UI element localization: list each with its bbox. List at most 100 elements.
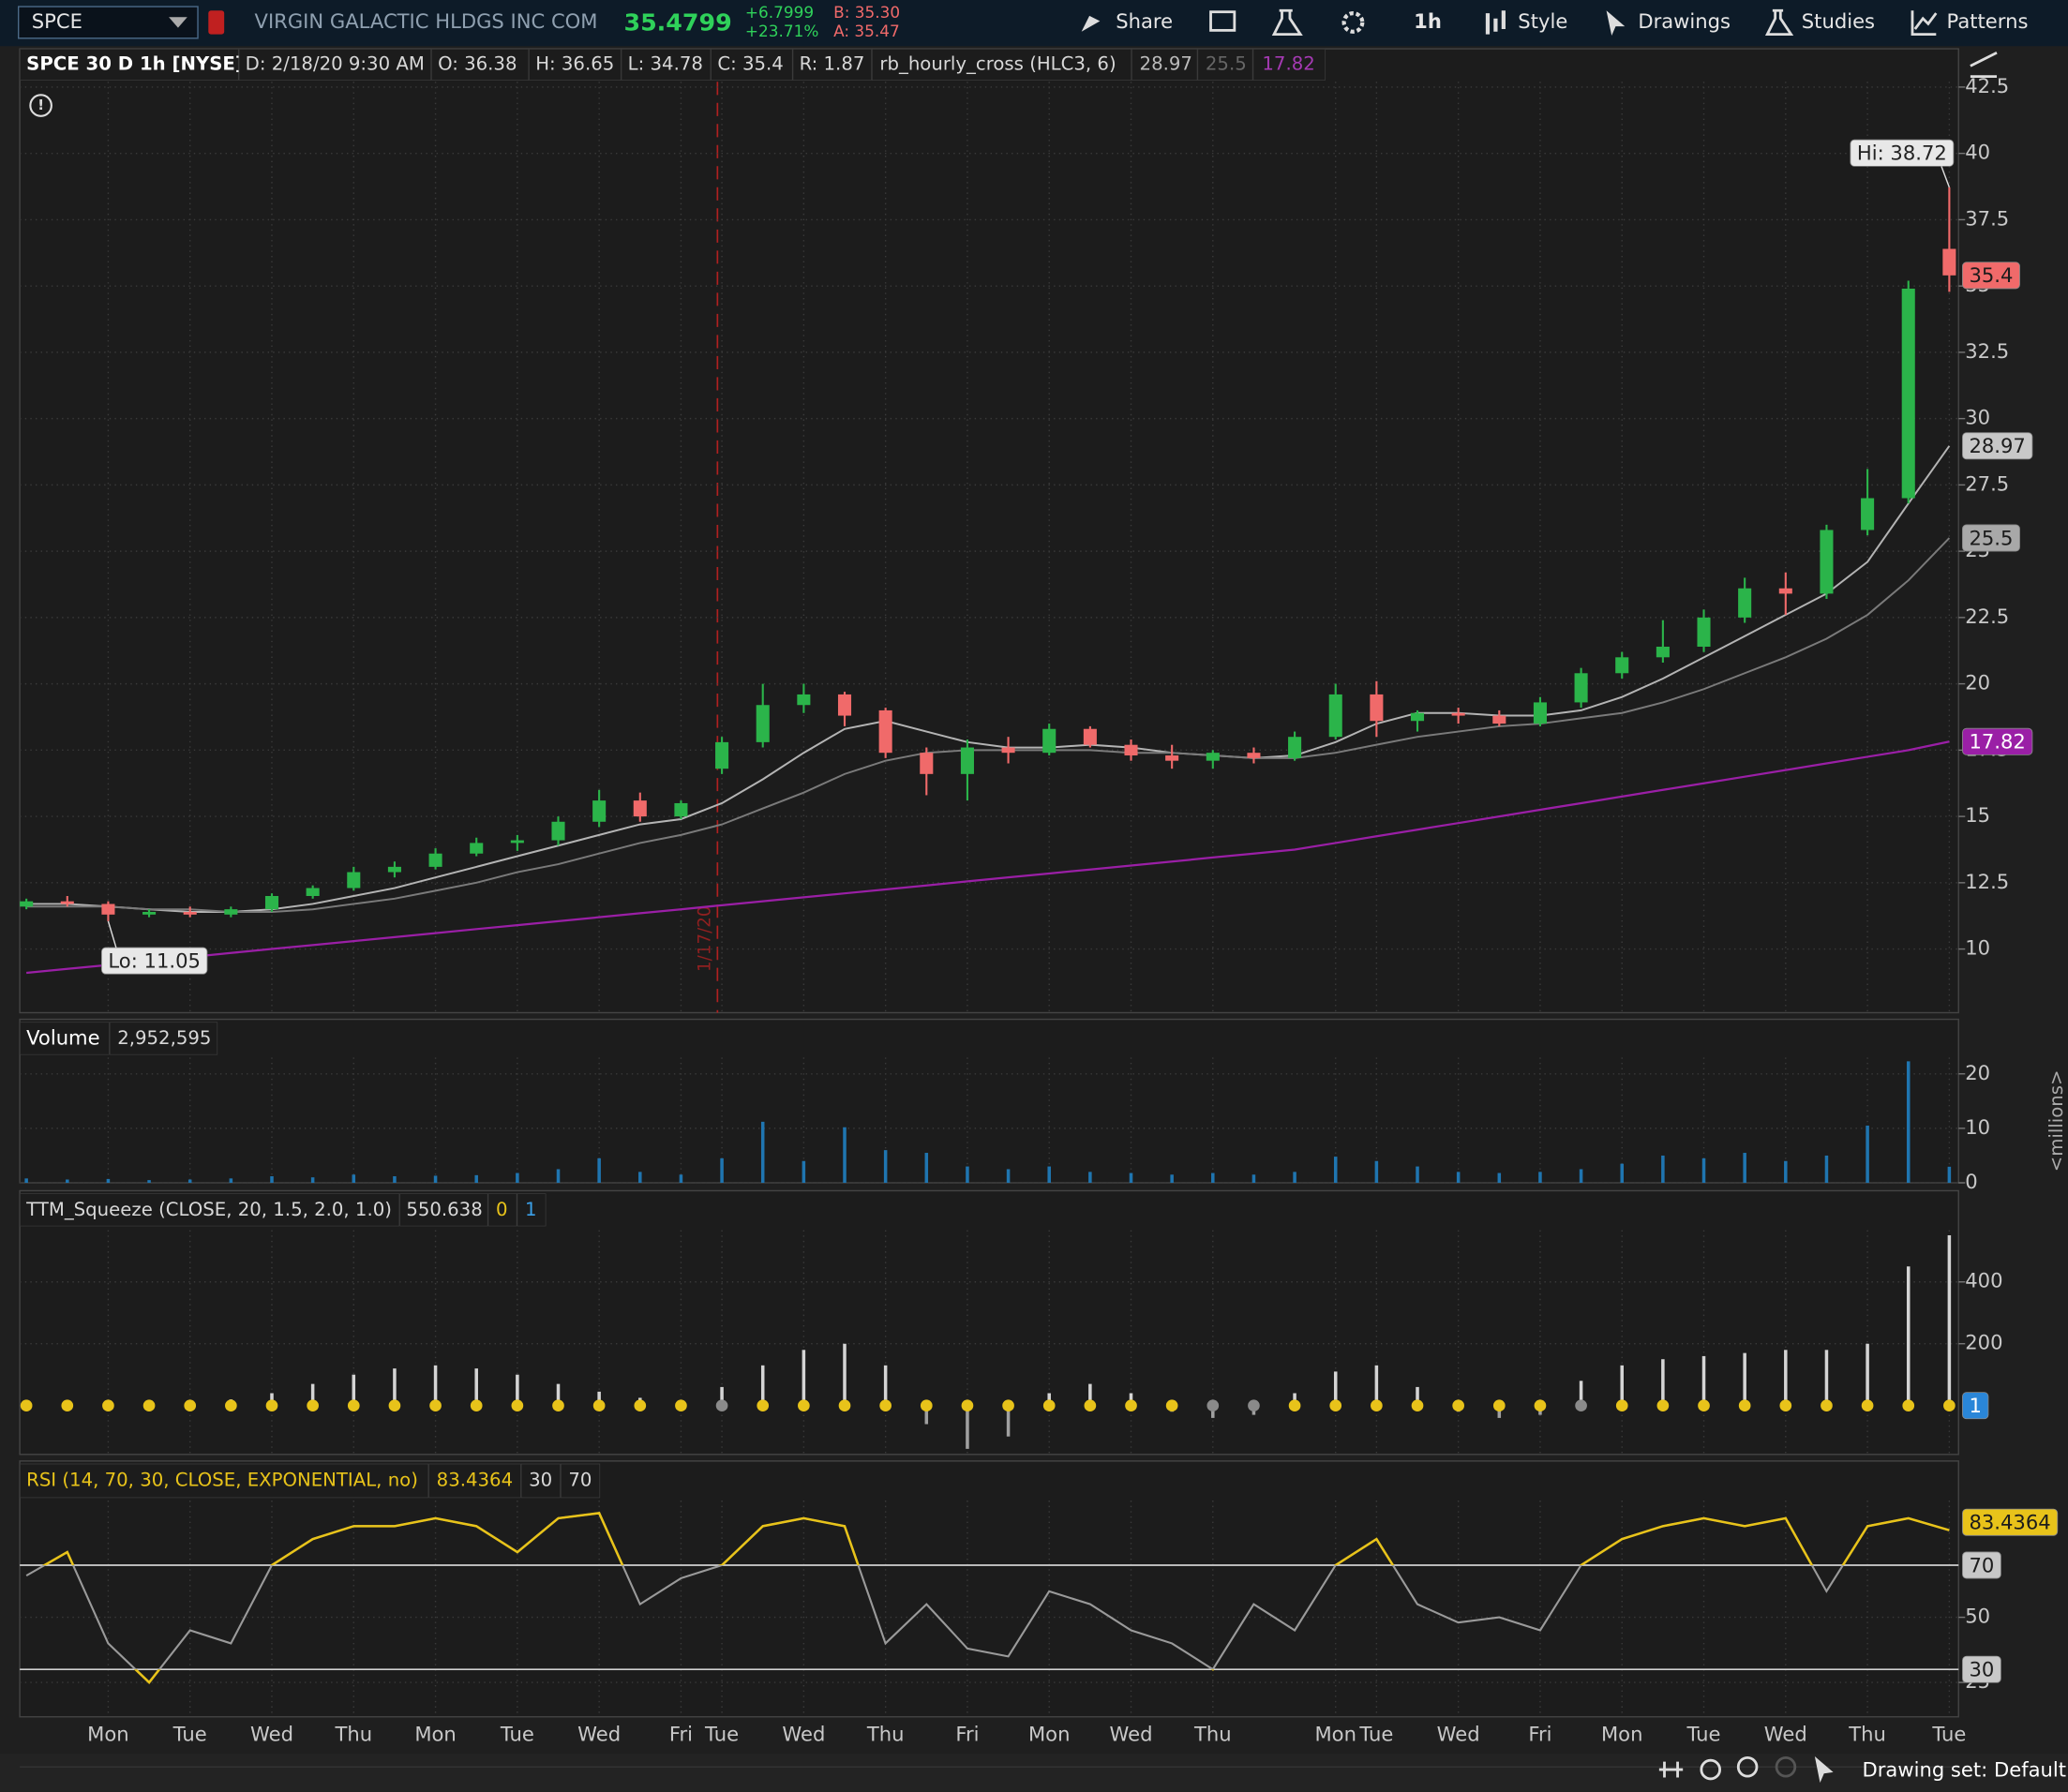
button[interactable]: Share bbox=[1116, 9, 1173, 33]
candle-body bbox=[1901, 288, 1915, 499]
squeeze-dot bbox=[1656, 1399, 1670, 1412]
level-label-bg bbox=[1962, 1655, 2001, 1683]
header-cell: 17.82 bbox=[1252, 49, 1326, 81]
status-bar bbox=[0, 1754, 2068, 1792]
last-price-label-bg bbox=[1962, 261, 2020, 290]
x-tick-label: Wed bbox=[1110, 1722, 1153, 1745]
cursor-icon[interactable] bbox=[1606, 10, 1626, 37]
cell-bg bbox=[20, 1022, 110, 1055]
drawing-set[interactable]: Drawing set: Default bbox=[1863, 1757, 2067, 1781]
y-tick-label: 27.5 bbox=[1965, 471, 2009, 495]
candle-body bbox=[264, 895, 279, 910]
legend-state: 0 bbox=[496, 1199, 508, 1220]
squeeze-dot bbox=[1165, 1399, 1178, 1412]
candle-body bbox=[715, 741, 729, 769]
crosshair-tool[interactable] bbox=[1700, 1758, 1721, 1781]
squeeze-dot bbox=[879, 1399, 892, 1412]
share-icon[interactable] bbox=[1081, 15, 1101, 32]
header-cell: R: 1.87 bbox=[792, 49, 872, 81]
legend-value: 2,952,595 bbox=[117, 1027, 211, 1049]
x-tick-label: Thu bbox=[334, 1722, 372, 1745]
squeeze-dot bbox=[1411, 1399, 1424, 1412]
squeeze-dot bbox=[1371, 1399, 1383, 1412]
squeeze-dot bbox=[961, 1399, 974, 1412]
dropdown-icon[interactable] bbox=[169, 17, 187, 28]
ask: A: 35.47 bbox=[833, 22, 900, 40]
legend-value: 25.5 bbox=[1206, 52, 1247, 74]
candle-body bbox=[1001, 747, 1015, 754]
last-price-label: 35.4 bbox=[1969, 263, 2013, 287]
y-tick-label: 32.5 bbox=[1965, 339, 2009, 363]
squeeze-dot bbox=[798, 1399, 810, 1412]
candle-body bbox=[183, 911, 197, 915]
squeeze-dot bbox=[102, 1399, 114, 1412]
button[interactable]: Style bbox=[1518, 9, 1567, 33]
squeeze-dot bbox=[1821, 1399, 1833, 1412]
candle-body bbox=[1451, 712, 1465, 716]
cell-bg bbox=[1252, 49, 1326, 81]
toolbar: SPCE VIRGIN GALACTIC HLDGS INC COM 35.47… bbox=[0, 0, 2068, 47]
cell-bg bbox=[1197, 49, 1253, 81]
overlay-value-label: 28.97 bbox=[1969, 434, 2025, 457]
button[interactable]: Studies bbox=[1802, 9, 1875, 33]
candle-body bbox=[633, 800, 647, 817]
price-header: SPCE 30 D 1h [NYSE] D: 2/18/20 9:30 AM O… bbox=[20, 49, 1326, 81]
legend-open: O: 36.38 bbox=[438, 52, 517, 74]
header-cell: 0 bbox=[487, 1193, 517, 1227]
zoom-tool[interactable] bbox=[1658, 1761, 1684, 1778]
y-tick-label: 30 bbox=[1965, 406, 1990, 429]
level-label: 70 bbox=[1969, 1553, 1994, 1576]
zoom-in-tool[interactable] bbox=[1736, 1755, 1759, 1778]
hi-label-bg bbox=[1850, 139, 1955, 167]
squeeze-dot bbox=[1779, 1399, 1792, 1412]
expand-icon[interactable] bbox=[1970, 52, 1998, 79]
lo-label: Lo: 11.05 bbox=[108, 948, 200, 972]
info-icon[interactable] bbox=[29, 94, 52, 117]
candle-body bbox=[592, 800, 607, 822]
last-price: 35.4799 bbox=[623, 7, 731, 36]
candle-body bbox=[224, 909, 238, 915]
header-cell: 550.638 bbox=[399, 1193, 488, 1227]
style-icon[interactable] bbox=[1485, 10, 1506, 35]
change-pct: +23.71% bbox=[745, 22, 818, 40]
patterns-icon[interactable] bbox=[1911, 10, 1938, 37]
unit-label: <millions> bbox=[2046, 1069, 2067, 1172]
zoom-out-tool[interactable] bbox=[1775, 1755, 1797, 1778]
header-cell: Volume bbox=[20, 1022, 110, 1055]
y-tick-label: 42.5 bbox=[1965, 74, 2009, 97]
y-tick-label: 15 bbox=[1965, 803, 1990, 827]
squeeze-dot bbox=[838, 1399, 851, 1412]
flask-icon[interactable] bbox=[1271, 8, 1303, 37]
overlay-value-label-bg bbox=[1962, 432, 2033, 460]
legend-value: 550.638 bbox=[406, 1199, 482, 1220]
squeeze-dot bbox=[1902, 1399, 1915, 1412]
squeeze-dot bbox=[1698, 1399, 1710, 1412]
squeeze-dot bbox=[225, 1399, 237, 1412]
x-tick-label: Thu bbox=[1848, 1722, 1886, 1745]
candle-body bbox=[1574, 673, 1588, 703]
header-cell: L: 34.78 bbox=[621, 49, 712, 81]
button[interactable]: Drawings bbox=[1638, 9, 1731, 33]
candle-body bbox=[1656, 646, 1670, 658]
squeeze-dot bbox=[1575, 1399, 1587, 1412]
candle-body bbox=[510, 840, 524, 844]
button[interactable]: Patterns bbox=[1947, 9, 2029, 33]
x-tick-label: Tue bbox=[704, 1722, 739, 1745]
header-cell: RSI (14, 70, 30, CLOSE, EXPONENTIAL, no) bbox=[20, 1463, 429, 1499]
legend-value: 28.97 bbox=[1140, 52, 1192, 74]
pointer-tool[interactable] bbox=[1814, 1755, 1834, 1784]
symbol-input[interactable] bbox=[17, 6, 199, 39]
header-cell: D: 2/18/20 9:30 AM bbox=[238, 49, 432, 81]
button[interactable]: 1h bbox=[1414, 9, 1442, 33]
x-tick-label: Mon bbox=[1028, 1722, 1070, 1745]
candle-body bbox=[306, 888, 320, 896]
cell-bg bbox=[517, 1193, 547, 1227]
alert-icon[interactable] bbox=[208, 10, 225, 35]
flask-icon[interactable] bbox=[1764, 8, 1794, 37]
settings-icon[interactable] bbox=[1341, 10, 1365, 34]
calendar-icon[interactable] bbox=[1209, 10, 1236, 32]
hi-pointer bbox=[1941, 166, 1951, 188]
candle-body bbox=[920, 753, 934, 774]
last-value-label-bg bbox=[1962, 1508, 2059, 1536]
